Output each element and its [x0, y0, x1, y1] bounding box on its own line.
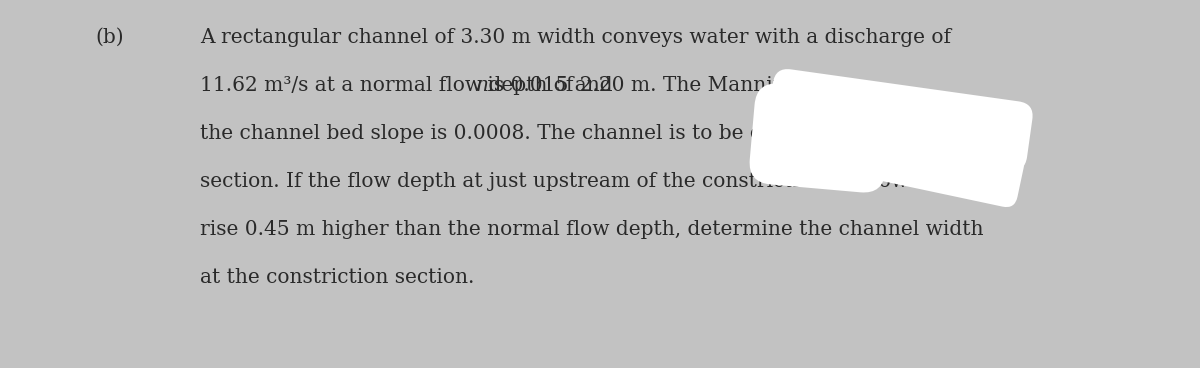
Text: at the constriction section.: at the constriction section.	[200, 268, 474, 287]
Text: rise 0.45 m higher than the normal flow depth, determine the channel width: rise 0.45 m higher than the normal flow …	[200, 220, 984, 239]
Text: 11.62 m³/s at a normal flow depth of 2.20 m. The Manning’s: 11.62 m³/s at a normal flow depth of 2.2…	[200, 76, 822, 95]
FancyBboxPatch shape	[836, 119, 1024, 207]
Text: (b): (b)	[95, 28, 124, 47]
Text: is 0.015 and: is 0.015 and	[481, 76, 613, 95]
Text: A rectangular channel of 3.30 m width conveys water with a discharge of: A rectangular channel of 3.30 m width co…	[200, 28, 952, 47]
Text: n: n	[476, 76, 488, 95]
Text: section. If the flow depth at just upstream of the constriction is allowed to: section. If the flow depth at just upstr…	[200, 172, 960, 191]
FancyBboxPatch shape	[750, 84, 890, 192]
FancyBboxPatch shape	[767, 69, 1033, 171]
Text: the channel bed slope is 0.0008. The channel is to be constricted at one: the channel bed slope is 0.0008. The cha…	[200, 124, 935, 143]
